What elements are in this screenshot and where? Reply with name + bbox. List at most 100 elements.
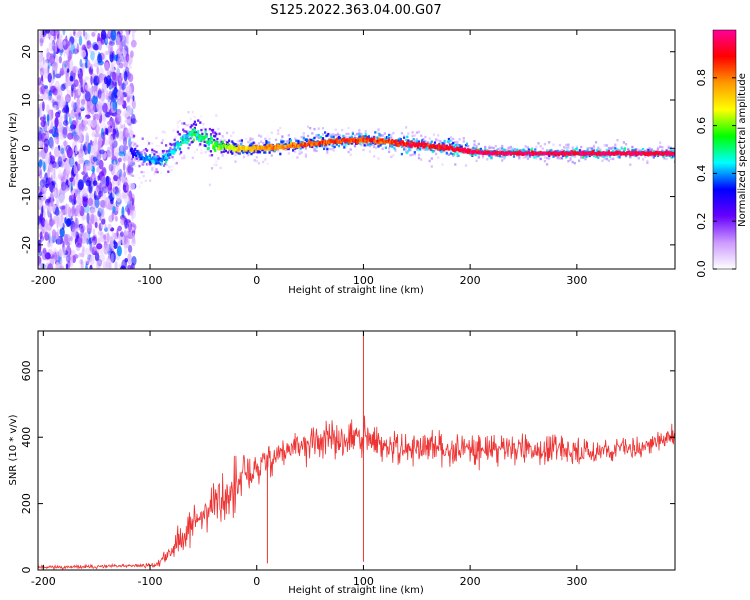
spectrogram-cell [210, 140, 214, 144]
spectrogram-cell [223, 144, 226, 147]
spectrogram-cell [94, 196, 100, 209]
spectrogram-cell [424, 148, 427, 151]
spectrogram-cell [233, 145, 236, 149]
spectrogram-cell [580, 152, 583, 156]
spectrogram-cell [368, 150, 371, 153]
spectrogram-cell [65, 82, 69, 92]
spectrogram-cell [297, 139, 300, 143]
spectrogram-cell [44, 231, 50, 241]
spectrogram-cell [85, 132, 89, 145]
spectrogram-cell [366, 143, 369, 146]
spectrogram-cell [91, 174, 96, 179]
spectrogram-cell [193, 151, 196, 154]
spectrogram-cell [490, 146, 493, 149]
spectrogram-cell [187, 146, 190, 150]
spectrogram-cell [71, 249, 76, 256]
spectrogram-cell [488, 145, 491, 148]
spectrogram-cell [76, 243, 82, 248]
spectrogram-cell [481, 154, 485, 158]
spectrogram-cell [116, 245, 122, 257]
spectrogram-cell [428, 141, 431, 144]
spectrogram-cell [462, 150, 465, 154]
spectrogram-cell [38, 224, 43, 230]
spectrogram-cell [110, 253, 114, 263]
spectrogram-cell [361, 135, 364, 139]
spectrogram-cell [141, 163, 144, 166]
spectrogram-cell [331, 144, 334, 147]
spectrogram-cell [236, 143, 239, 146]
spectrogram-cell [210, 167, 214, 170]
spectrogram-cell [60, 163, 64, 168]
spectrogram-cell [132, 155, 135, 159]
spectrogram-cell [453, 153, 456, 156]
spectrogram-cell [38, 130, 42, 142]
spectrogram-cell [92, 130, 96, 136]
spectrogram-cell [417, 130, 421, 134]
spectrogram-cell [631, 146, 634, 149]
spectrogram-cell [364, 134, 367, 138]
spectrogram-cell [80, 49, 87, 58]
spectrogram-cell [321, 127, 325, 130]
spectrogram-cell [117, 179, 121, 184]
spectrogram-cell [112, 206, 116, 213]
spectrogram-cell [524, 145, 527, 148]
spectrogram-cell [393, 147, 396, 150]
spectrogram-cell [65, 73, 70, 85]
spectrogram-cell [412, 141, 415, 145]
spectrogram-cell [464, 164, 468, 167]
spectrogram-cell [170, 143, 173, 147]
spectrogram-cell [114, 127, 118, 134]
spectrogram-cell [421, 139, 424, 142]
spectrogram-cell [156, 170, 159, 174]
spectrogram-cell [98, 97, 105, 107]
spectrogram-cell [122, 82, 125, 94]
spectrogram-cell [321, 137, 325, 140]
spectrogram-cell [330, 147, 333, 151]
spectrogram-cell [540, 152, 543, 156]
spectrogram-cell [528, 155, 532, 159]
spectrogram-cell [119, 77, 122, 84]
spectrogram-cell [57, 85, 60, 95]
spectrogram-cell [328, 135, 331, 138]
spectrogram-cell [111, 140, 118, 149]
spectrogram-cell [474, 147, 477, 150]
spectrogram-cell [114, 186, 118, 191]
spectrogram-cell [72, 107, 75, 115]
spectrogram-cell [360, 143, 363, 147]
spectrogram-cell [56, 236, 61, 246]
spectrogram-cell [405, 148, 408, 151]
spectrogram-cell [443, 139, 446, 143]
spectrogram-cell [585, 155, 588, 158]
spectrogram-cell [191, 156, 194, 159]
spectrogram-cell [417, 140, 421, 143]
spectrogram-cell [509, 148, 512, 151]
spectrogram-cell [123, 80, 129, 86]
spectrogram-cell [300, 135, 303, 139]
spectrogram-cell [312, 139, 315, 143]
spectrogram-cell [73, 30, 76, 34]
spectrogram-cell [66, 40, 71, 47]
spectrogram-cell [77, 148, 84, 159]
spectrogram-cell [353, 144, 357, 147]
spectrogram-cell [448, 143, 452, 147]
spectrogram-cell [242, 148, 246, 152]
spectrogram-cell [348, 141, 351, 145]
spectrogram-cell [289, 139, 293, 142]
spectrogram-cell [81, 247, 85, 258]
spectrogram-cell [377, 157, 380, 160]
spectrogram-cell [143, 152, 146, 155]
spectrogram-cell [215, 114, 218, 117]
spectrogram-cell [170, 165, 173, 168]
spectrogram-cell [124, 179, 130, 186]
spectrogram-cell [41, 30, 47, 36]
spectrogram-cell [185, 134, 188, 138]
spectrogram-cell [110, 63, 114, 75]
spectrogram-cell [360, 137, 363, 141]
spectrogram-cell [170, 168, 173, 172]
spectrogram-cell [566, 154, 569, 158]
spectrogram-cell [92, 59, 96, 64]
spectrogram-cell [77, 115, 82, 120]
spectrogram-cell [116, 33, 121, 46]
spectrogram-cell [150, 162, 153, 165]
